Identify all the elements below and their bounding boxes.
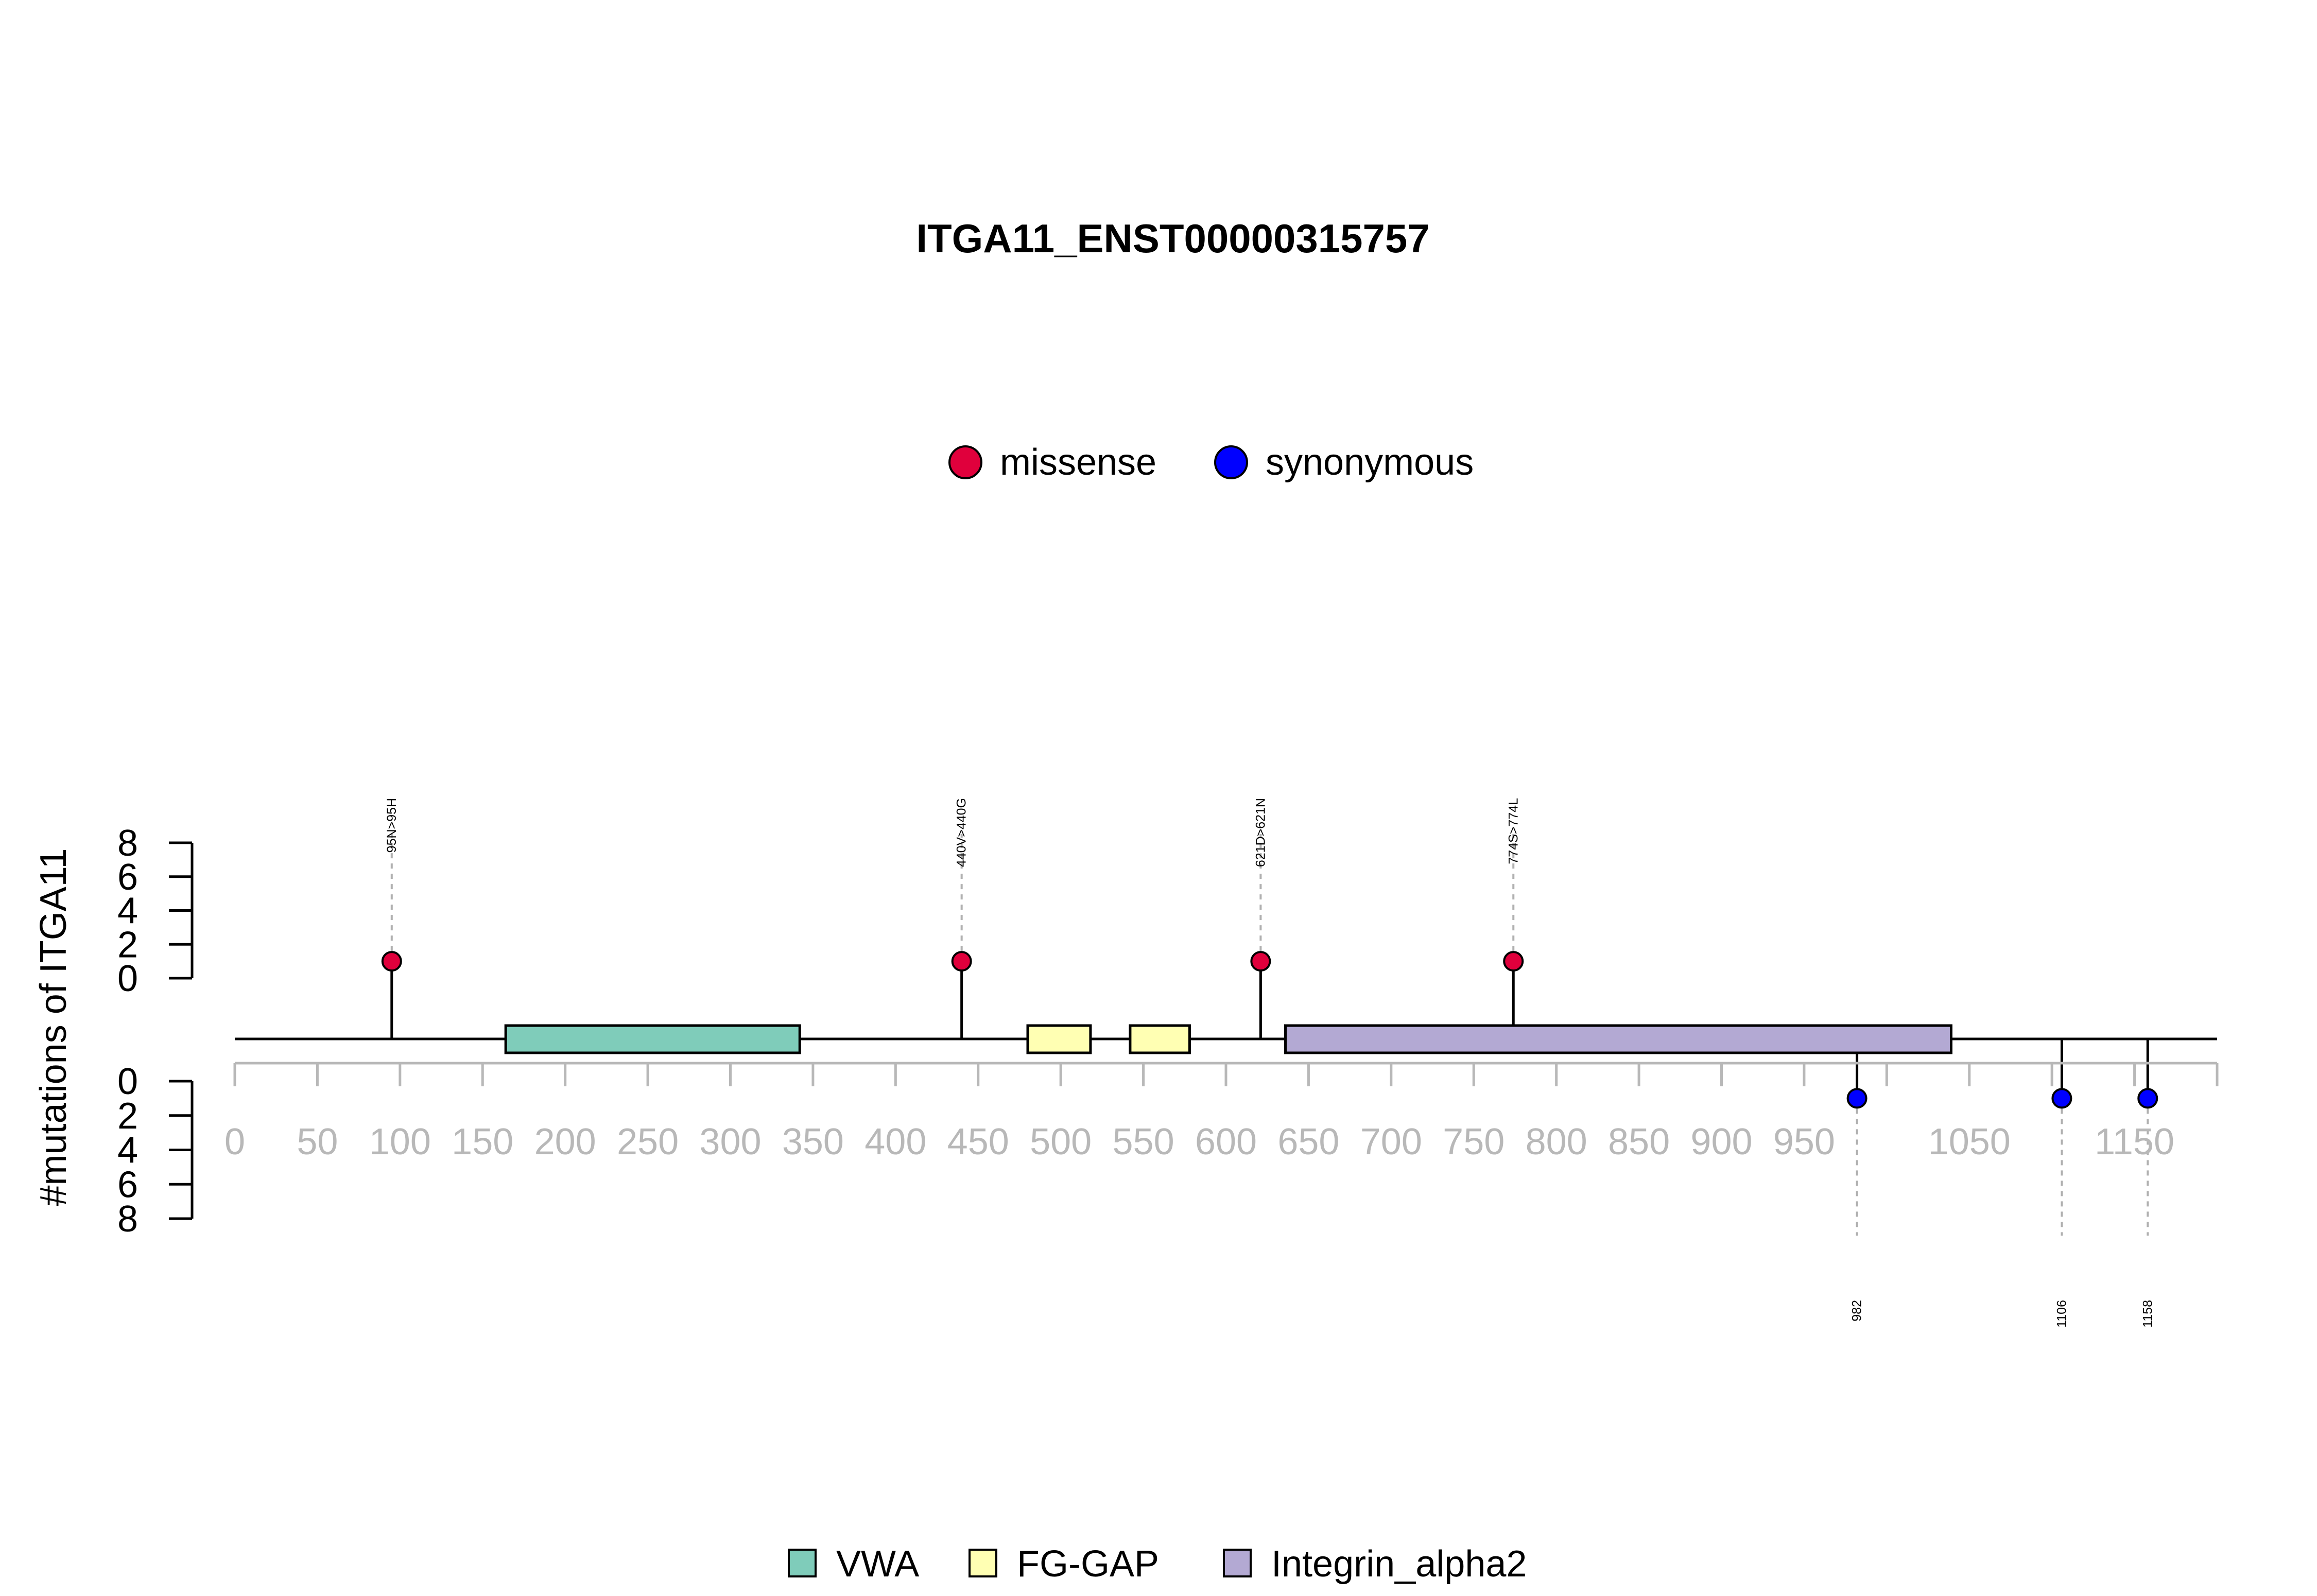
domain-boxes	[504, 1024, 1952, 1054]
x-tick-label-850: 850	[1608, 1121, 1670, 1163]
legend-domain-label-FG-GAP: FG-GAP	[1017, 1543, 1159, 1585]
x-tick-label-100: 100	[369, 1121, 431, 1163]
mutation-type-legend: missense synonymous	[948, 442, 1474, 483]
legend-marker-missense	[948, 445, 982, 479]
y-tick-label-bottom-6: 6	[117, 1164, 138, 1205]
mutation-label-982: 982	[1850, 1300, 1864, 1322]
mutation-label-1106: 1106	[2054, 1300, 2069, 1328]
point-1106	[2051, 1088, 2072, 1109]
mutation-label-1158: 1158	[2140, 1300, 2155, 1328]
legend-box-FG-GAP	[969, 1549, 997, 1577]
x-axis: 0 50 100 150 200 250 300 350 400 450 500 550 600 650 7…	[224, 1062, 2219, 1163]
x-tick-label-200: 200	[534, 1121, 596, 1163]
mutation-label-774S>774L: 774S>774L	[1506, 798, 1520, 864]
x-tick-label-900: 900	[1690, 1121, 1752, 1163]
x-tick-label-1050: 1050	[1928, 1121, 2011, 1163]
x-tick-label-450: 450	[947, 1121, 1009, 1163]
x-tick-label-750: 750	[1443, 1121, 1505, 1163]
domain-Integrin_alpha2-3	[1284, 1024, 1952, 1054]
x-tick-label-550: 550	[1113, 1121, 1174, 1163]
x-tick-label-250: 250	[617, 1121, 679, 1163]
chart-title: ITGA11_ENST00000315757	[916, 216, 1429, 261]
y-tick-label-bottom-2: 2	[117, 1096, 138, 1137]
x-tick-label-650: 650	[1277, 1121, 1339, 1163]
legend-box-VWA	[788, 1549, 817, 1577]
x-tick-label-400: 400	[864, 1121, 926, 1163]
mutation-label-95N>95H: 95N>95H	[385, 798, 399, 853]
legend-domain-label-VWA: VWA	[836, 1543, 919, 1585]
y-tick-label-bottom-4: 4	[117, 1130, 138, 1171]
legend-box-Integrin_alpha2	[1223, 1549, 1252, 1577]
legend-domain-label-Integrin_alpha2: Integrin_alpha2	[1271, 1543, 1527, 1585]
mutation-label-621D>621N: 621D>621N	[1253, 798, 1268, 867]
domain-VWA-0	[504, 1024, 801, 1054]
y-tick-label-top-4: 4	[117, 891, 138, 932]
point-621D>621N	[1250, 951, 1271, 972]
x-tick-label-150: 150	[452, 1121, 513, 1163]
y-tick-label-bottom-0: 0	[117, 1061, 138, 1102]
y-axis-label: #mutations of ITGA11	[33, 848, 74, 1206]
y-tick-label-top-8: 8	[117, 823, 138, 864]
x-tick-label-0: 0	[224, 1121, 245, 1163]
domain-legend: VWA FG-GAP Integrin_alpha2	[788, 1543, 1527, 1585]
point-95N>95H	[381, 951, 402, 972]
legend-marker-synonymous	[1214, 445, 1248, 479]
legend-label-synonymous: synonymous	[1266, 442, 1474, 483]
x-tick-label-350: 350	[782, 1121, 844, 1163]
y-tick-label-top-2: 2	[117, 924, 138, 965]
point-982	[1846, 1088, 1868, 1109]
y-tick-label-top-0: 0	[117, 958, 138, 999]
point-1158	[2137, 1088, 2158, 1109]
point-774S>774L	[1503, 951, 1524, 972]
x-tick-label-300: 300	[699, 1121, 761, 1163]
mutation-label-440V>440G: 440V>440G	[955, 798, 969, 867]
y-tick-label-bottom-8: 8	[117, 1199, 138, 1240]
point-440V>440G	[951, 951, 972, 972]
mutation-points	[381, 951, 2158, 1109]
x-tick-label-800: 800	[1526, 1121, 1587, 1163]
legend-label-missense: missense	[1000, 442, 1156, 483]
x-tick-label-1150: 1150	[2095, 1121, 2174, 1163]
mutation-labels: 95N>95H 440V>440G 621D>621N 774S>774L 982 110…	[385, 798, 2155, 1328]
x-tick-label-600: 600	[1195, 1121, 1257, 1163]
domain-FG-GAP-2	[1129, 1024, 1191, 1054]
x-tick-label-950: 950	[1773, 1121, 1835, 1163]
x-tick-label-700: 700	[1360, 1121, 1422, 1163]
domain-FG-GAP-1	[1026, 1024, 1092, 1054]
x-tick-label-50: 50	[297, 1121, 338, 1163]
y-tick-label-top-6: 6	[117, 857, 138, 898]
x-tick-label-500: 500	[1030, 1121, 1092, 1163]
